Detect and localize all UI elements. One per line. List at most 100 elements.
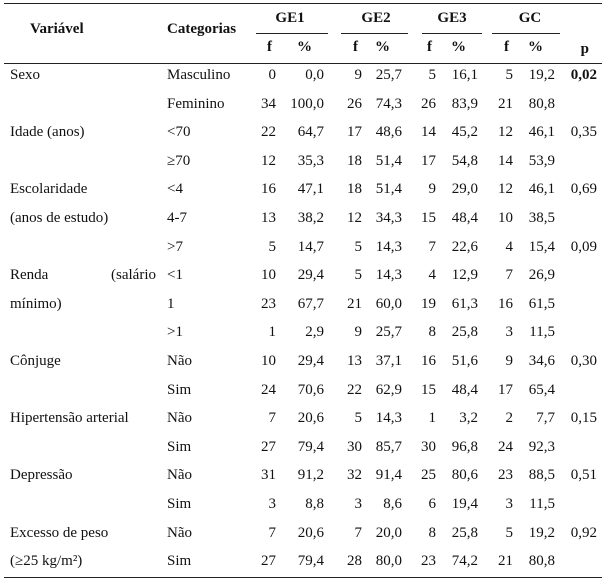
cell-f: 10 xyxy=(498,210,513,226)
row-category: >7 xyxy=(167,238,183,255)
cell-f: 3 xyxy=(354,496,363,512)
row-category: >1 xyxy=(167,324,183,341)
cell-pct: 29,4 xyxy=(297,353,324,369)
cell-f: 5 xyxy=(505,524,514,541)
cell-pct: 25,7 xyxy=(375,324,402,341)
cell-f: 4 xyxy=(428,267,437,284)
row-category: Não xyxy=(167,410,192,427)
cell-pct: 51,4 xyxy=(375,152,402,169)
cell-pct: 26,9 xyxy=(528,267,555,284)
cell-f: 24 xyxy=(261,381,276,398)
cell-f: 30 xyxy=(347,438,362,455)
row-label: Idade (anos) xyxy=(10,124,85,141)
cell-pct: 19,4 xyxy=(451,496,478,512)
cell-f: 16 xyxy=(498,295,513,312)
header-group-ge2: GE2 xyxy=(361,10,391,26)
cell-f: 21 xyxy=(347,295,362,312)
header-sub-f: f xyxy=(267,39,272,55)
cell-pct: 79,4 xyxy=(297,553,324,570)
row-label-cont: (salário xyxy=(111,267,156,284)
cell-pct: 0,0 xyxy=(305,67,324,83)
cell-f: 22 xyxy=(261,124,276,141)
cell-pct: 74,2 xyxy=(451,553,478,570)
cell-pct: 92,3 xyxy=(528,438,555,455)
cell-pct: 83,9 xyxy=(451,95,478,112)
cell-f: 19 xyxy=(421,295,436,312)
header-variable: Variável xyxy=(30,21,84,37)
cell-f: 12 xyxy=(261,152,276,169)
cell-pct: 8,6 xyxy=(383,496,402,512)
cell-pct: 12,9 xyxy=(451,267,478,284)
cell-f: 3 xyxy=(268,496,277,512)
row-p-value: 0,69 xyxy=(570,181,597,198)
row-label: Cônjuge xyxy=(10,353,61,369)
cell-f: 17 xyxy=(498,381,513,398)
row-p-value: 0,35 xyxy=(570,124,597,141)
cell-f: 1 xyxy=(428,410,437,427)
cell-pct: 45,2 xyxy=(451,124,478,141)
cell-pct: 14,3 xyxy=(375,238,402,255)
cell-f: 7 xyxy=(268,410,277,427)
cell-f: 18 xyxy=(347,152,362,169)
cell-f: 30 xyxy=(421,438,436,455)
cell-pct: 51,4 xyxy=(375,181,402,198)
cell-pct: 48,4 xyxy=(451,381,478,398)
group-underline xyxy=(492,33,560,34)
cell-pct: 74,3 xyxy=(375,95,402,112)
cell-f: 26 xyxy=(421,95,436,112)
cell-pct: 34,6 xyxy=(528,353,555,369)
cell-f: 27 xyxy=(261,553,276,570)
cell-f: 7 xyxy=(268,524,277,541)
row-p-value: 0,30 xyxy=(570,353,597,369)
cell-f: 31 xyxy=(261,467,276,484)
cell-f: 5 xyxy=(354,410,363,427)
row-p-value: 0,92 xyxy=(570,524,597,541)
row-category: Sim xyxy=(167,496,192,512)
cell-pct: 100,0 xyxy=(290,95,324,112)
cell-f: 5 xyxy=(268,238,277,255)
cell-f: 15 xyxy=(421,210,436,226)
cell-pct: 85,7 xyxy=(375,438,402,455)
cell-f: 7 xyxy=(354,524,363,541)
row-label: Renda xyxy=(10,267,49,284)
cell-f: 6 xyxy=(428,496,437,512)
cell-f: 23 xyxy=(421,553,436,570)
cell-pct: 20,6 xyxy=(297,410,324,427)
row-category: 4-7 xyxy=(167,210,187,226)
cell-f: 24 xyxy=(498,438,513,455)
cell-pct: 65,4 xyxy=(528,381,555,398)
cell-pct: 96,8 xyxy=(451,438,478,455)
row-label: Escolaridade xyxy=(10,181,88,198)
cell-f: 17 xyxy=(421,152,436,169)
group-underline xyxy=(341,33,408,34)
header-p: p xyxy=(580,41,589,57)
cell-f: 32 xyxy=(347,467,362,484)
row-label: Hipertensão arterial xyxy=(10,410,129,427)
row-label: (≥25 kg/m²) xyxy=(10,553,83,570)
cell-pct: 70,6 xyxy=(297,381,324,398)
cell-pct: 14,3 xyxy=(375,267,402,284)
row-category: Sim xyxy=(167,553,192,570)
row-category: Sim xyxy=(167,438,192,455)
cell-f: 3 xyxy=(505,324,514,341)
cell-f: 16 xyxy=(421,353,436,369)
table-rule xyxy=(4,577,602,578)
cell-pct: 51,6 xyxy=(451,353,478,369)
row-category: <1 xyxy=(167,267,183,284)
cell-f: 5 xyxy=(354,267,363,284)
row-p-value: 0,02 xyxy=(570,67,597,83)
cell-pct: 14,7 xyxy=(297,238,324,255)
row-category: 1 xyxy=(167,295,175,312)
cell-pct: 53,9 xyxy=(528,152,555,169)
header-sub-f: f xyxy=(427,39,432,55)
cell-f: 21 xyxy=(498,95,513,112)
cell-pct: 11,5 xyxy=(529,496,555,512)
row-p-value: 0,15 xyxy=(570,410,597,427)
row-category: Feminino xyxy=(167,95,225,112)
cell-f: 9 xyxy=(354,67,363,83)
cell-f: 34 xyxy=(261,95,276,112)
cell-pct: 11,5 xyxy=(529,324,555,341)
cell-pct: 54,8 xyxy=(451,152,478,169)
cell-f: 13 xyxy=(261,210,276,226)
cell-f: 23 xyxy=(261,295,276,312)
